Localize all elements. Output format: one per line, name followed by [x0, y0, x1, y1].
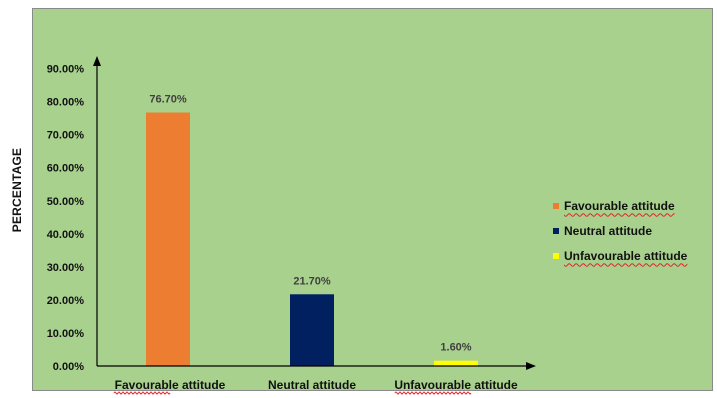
legend-label: Unfavourable attitude — [564, 248, 688, 263]
x-tick-label: Neutral attitude — [268, 378, 356, 392]
y-tick-label: 0.00% — [53, 361, 84, 373]
y-tick-label: 90.00% — [47, 64, 85, 76]
legend-swatch — [553, 227, 559, 234]
y-tick-label: 70.00% — [47, 130, 85, 142]
y-axis-arrow-icon — [93, 56, 101, 66]
spellcheck-underline — [113, 391, 171, 395]
legend-swatch — [553, 202, 559, 209]
y-axis-label: PERCENTAGE — [10, 147, 24, 233]
legend-item: Neutral attitude — [553, 218, 687, 243]
data-label-3: 1.60% — [440, 342, 471, 354]
y-tick-label: 30.00% — [47, 262, 85, 274]
bar-3 — [434, 360, 478, 366]
x-axis-arrow-icon — [526, 362, 536, 370]
legend-swatch — [553, 252, 559, 259]
legend-label: Neutral attitude — [564, 223, 653, 238]
legend-item: Unfavourable attitude — [553, 243, 687, 268]
bar-2 — [290, 294, 334, 366]
data-label-2: 21.70% — [293, 275, 331, 287]
y-axis-label-wrap: PERCENTAGE — [8, 60, 26, 320]
x-tick-label: Favourable attitude — [115, 378, 226, 392]
legend: Favourable attitude Neutral attitude Unfav… — [553, 193, 687, 268]
x-tick-label: Unfavourable attitude — [394, 378, 518, 392]
y-tick-label: 50.00% — [47, 196, 85, 208]
y-tick-label: 40.00% — [47, 229, 85, 241]
spellcheck-underline — [394, 391, 472, 395]
legend-item: Favourable attitude — [553, 193, 687, 218]
y-tick-label: 80.00% — [47, 97, 85, 109]
y-tick-label: 20.00% — [47, 295, 85, 307]
data-label-1: 76.70% — [149, 94, 187, 106]
bar-1 — [146, 112, 190, 366]
y-tick-label: 10.00% — [47, 328, 85, 340]
y-tick-label: 60.00% — [47, 163, 85, 175]
chart-frame — [32, 8, 713, 391]
legend-label: Favourable attitude — [564, 198, 675, 213]
